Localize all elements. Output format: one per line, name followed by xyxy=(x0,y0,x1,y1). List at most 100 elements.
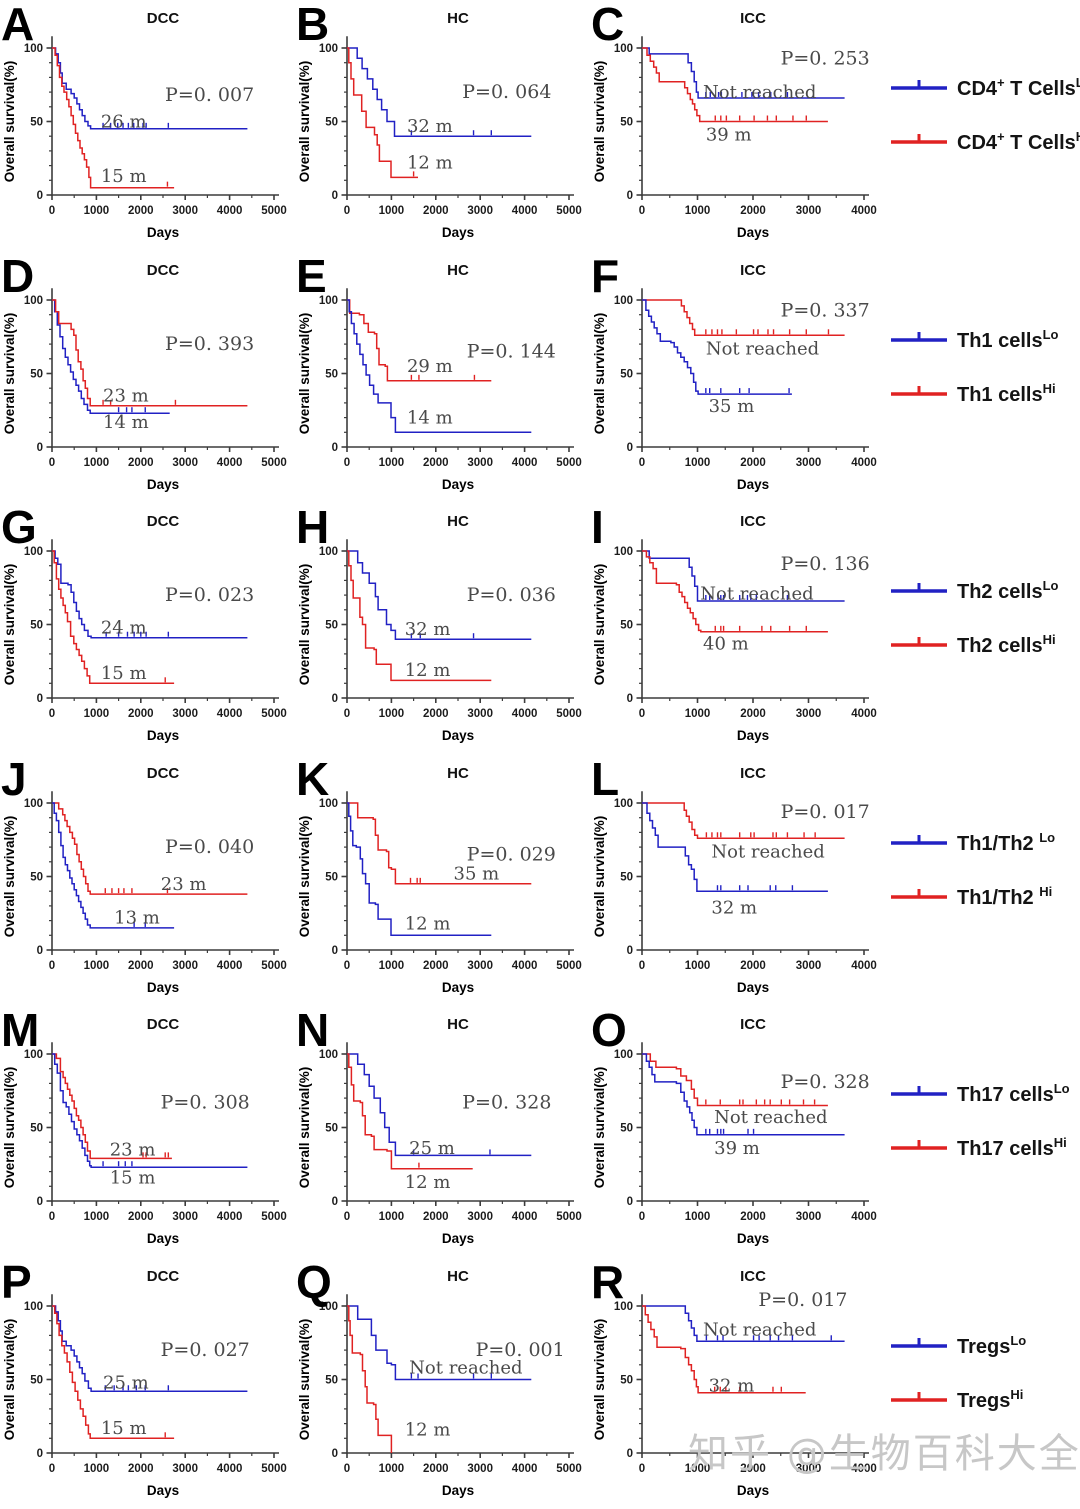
x-tick-label: 3000 xyxy=(172,708,198,720)
panel-letter: N xyxy=(296,1004,329,1056)
y-tick-label: 50 xyxy=(620,1123,633,1135)
y-tick-label: 100 xyxy=(614,798,633,810)
x-tick-label: 3000 xyxy=(172,1463,198,1475)
y-axis-label: Overall survival(%) xyxy=(2,1067,17,1189)
y-tick-label: 0 xyxy=(332,945,338,957)
y-tick-label: 0 xyxy=(332,1196,338,1208)
p-value-label: P=0. 017 xyxy=(758,1289,847,1311)
y-axis-label: Overall survival(%) xyxy=(592,1067,607,1189)
panel-title: HC xyxy=(447,262,469,279)
y-tick-label: 0 xyxy=(332,442,338,454)
p-value-label: P=0. 136 xyxy=(781,553,870,575)
panel-title: HC xyxy=(447,1016,469,1033)
y-tick-label: 0 xyxy=(332,1448,338,1460)
y-axis-label: Overall survival(%) xyxy=(297,564,312,686)
x-tick-label: 1000 xyxy=(379,708,405,720)
x-axis-label: Days xyxy=(737,728,769,743)
y-axis-label: Overall survival(%) xyxy=(2,312,17,434)
y-tick-label: 100 xyxy=(319,43,338,55)
x-tick-label: 4000 xyxy=(217,457,243,469)
censor-ticks-red xyxy=(409,877,421,883)
x-tick-label: 0 xyxy=(639,205,645,217)
median-label: 12 m xyxy=(407,153,453,174)
series-blue-curve xyxy=(52,801,175,929)
x-axis-label: Days xyxy=(442,1231,474,1246)
x-tick-label: 4000 xyxy=(217,1211,243,1223)
legend-label: Th17 cellsHi xyxy=(957,1135,1067,1160)
x-tick-label: 5000 xyxy=(556,205,582,217)
x-tick-label: 4000 xyxy=(851,1463,877,1475)
x-tick-label: 0 xyxy=(344,960,350,972)
series-red-curve xyxy=(52,801,248,895)
p-value-label: P=0. 253 xyxy=(781,47,870,69)
x-tick-label: 1000 xyxy=(685,205,711,217)
x-tick-label: 3000 xyxy=(796,1211,822,1223)
panel-title: DCC xyxy=(147,765,180,782)
x-tick-label: 5000 xyxy=(261,1211,287,1223)
y-axis-label: Overall survival(%) xyxy=(592,61,607,183)
panel-letter: G xyxy=(1,501,37,553)
y-tick-label: 100 xyxy=(24,546,43,558)
y-tick-label: 100 xyxy=(614,43,633,55)
panel-letter: F xyxy=(591,250,619,302)
legend-label: Th17 cellsLo xyxy=(957,1081,1070,1106)
x-tick-label: 2000 xyxy=(740,457,766,469)
x-axis-label: Days xyxy=(442,1483,474,1498)
x-tick-label: 0 xyxy=(49,708,55,720)
legend-entry-blue: TregsLo xyxy=(891,1333,1026,1358)
legend-entry-red: Th2 cellsHi xyxy=(891,632,1056,657)
median-label: 15 m xyxy=(101,1418,147,1439)
median-label: Not reached xyxy=(409,1357,522,1378)
legend: Th1/Th2 Lo Th1/Th2 Hi xyxy=(891,830,1055,909)
x-axis-label: Days xyxy=(147,728,179,743)
censor-ticks-blue xyxy=(105,631,170,637)
x-axis-label: Days xyxy=(442,728,474,743)
x-tick-label: 3000 xyxy=(796,708,822,720)
x-tick-label: 1000 xyxy=(379,457,405,469)
panel-letter: L xyxy=(591,753,619,805)
median-label: 15 m xyxy=(101,663,147,684)
x-tick-label: 4000 xyxy=(851,960,877,972)
x-axis-label: Days xyxy=(442,225,474,240)
p-value-label: P=0. 007 xyxy=(165,84,254,106)
panel-title: HC xyxy=(447,1268,469,1285)
series-blue-curve xyxy=(347,1053,532,1157)
x-tick-label: 1000 xyxy=(685,960,711,972)
median-label: 15 m xyxy=(101,166,147,187)
panel-letter: E xyxy=(296,250,327,302)
censor-ticks-blue xyxy=(117,406,146,412)
p-value-label: P=0. 001 xyxy=(476,1339,565,1361)
y-tick-label: 50 xyxy=(620,1374,633,1386)
censor-ticks-blue xyxy=(705,594,789,600)
figure-row-5: 0 50 100 0 1000 2000 3000 4000 5000 M DCC Overall s… xyxy=(0,1004,1080,1258)
x-tick-label: 1000 xyxy=(84,960,110,972)
legend-entry-red: Th1/Th2 Hi xyxy=(891,884,1052,909)
x-tick-label: 0 xyxy=(639,960,645,972)
x-tick-label: 1000 xyxy=(685,1463,711,1475)
x-tick-label: 2000 xyxy=(423,960,449,972)
series-blue-curve xyxy=(642,1053,845,1136)
y-tick-label: 50 xyxy=(325,368,338,380)
y-tick-label: 100 xyxy=(24,1049,43,1061)
x-axis-label: Days xyxy=(147,1483,179,1498)
x-axis-label: Days xyxy=(737,477,769,492)
x-tick-label: 4000 xyxy=(217,708,243,720)
x-axis-label: Days xyxy=(147,225,179,240)
y-tick-label: 0 xyxy=(37,1196,43,1208)
panel-title: DCC xyxy=(147,10,180,27)
x-tick-label: 0 xyxy=(49,960,55,972)
legend-entry-red: CD4+ T CellsHi xyxy=(891,129,1080,154)
censor-ticks-blue xyxy=(102,1161,133,1167)
y-tick-label: 50 xyxy=(620,368,633,380)
x-tick-label: 2000 xyxy=(128,205,154,217)
figure-row-2: 0 50 100 0 1000 2000 3000 4000 5000 D DCC Overall s… xyxy=(0,250,1080,504)
x-tick-label: 4000 xyxy=(851,205,877,217)
